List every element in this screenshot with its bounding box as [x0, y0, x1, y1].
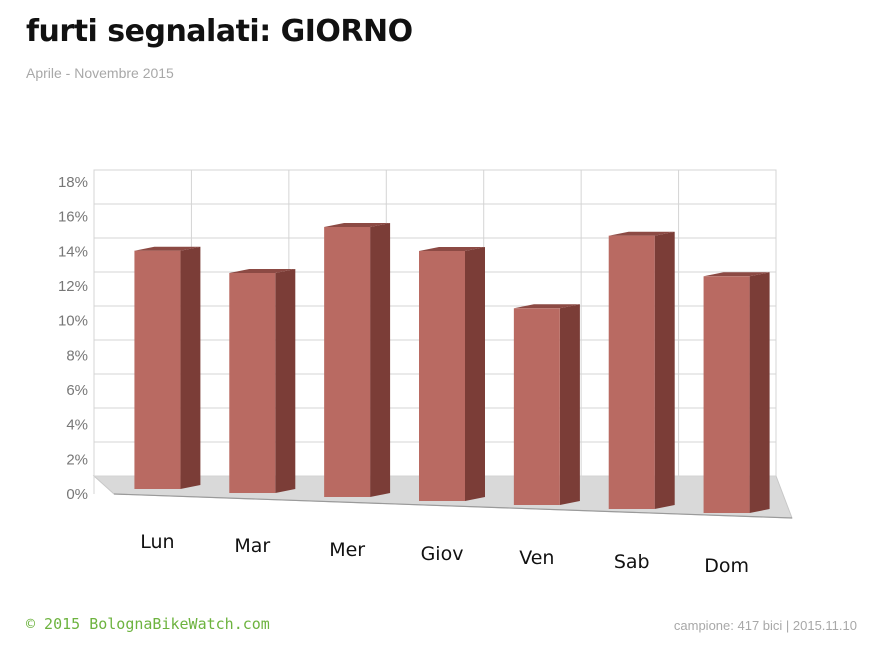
bar-side-face — [559, 304, 580, 505]
footer-sample-info: campione: 417 bici | 2015.11.10 — [673, 618, 857, 633]
y-axis-tick-labels: 0% 2% 4% 6% 8% 10% 12% 14% 16% 18% — [58, 174, 88, 503]
bar-giov — [419, 247, 485, 501]
bar-top-face — [703, 272, 770, 277]
x-tick-label: Ven — [519, 547, 554, 569]
bar-side-face — [654, 231, 675, 509]
x-tick-label: Mer — [329, 539, 365, 561]
chart-bars — [134, 223, 770, 513]
bar-top-face — [229, 269, 296, 273]
y-tick-label: 14% — [58, 243, 88, 260]
y-tick-label: 8% — [66, 347, 88, 364]
y-tick-label: 10% — [58, 313, 88, 330]
bar-side-face — [275, 269, 296, 493]
x-tick-label: Dom — [704, 555, 749, 577]
bar-ven — [513, 304, 580, 505]
bar-side-face — [370, 223, 391, 497]
bar-top-face — [134, 246, 201, 251]
bar-front-face — [419, 251, 465, 501]
bar-mar — [229, 269, 296, 493]
bar-front-face — [324, 227, 371, 497]
y-tick-label: 6% — [66, 382, 88, 399]
bar-chart-3d: 0% 2% 4% 6% 8% 10% 12% 14% 16% 18% Lun Mar Mer Giov V… — [58, 169, 793, 577]
x-tick-label: Lun — [140, 531, 174, 553]
bar-side-face — [180, 246, 201, 489]
y-tick-label: 2% — [66, 451, 88, 468]
x-tick-label: Giov — [421, 543, 464, 565]
bar-top-face — [324, 223, 391, 227]
chart-subtitle: Aprile - Novembre 2015 — [26, 65, 174, 81]
bar-front-face — [229, 273, 276, 493]
x-tick-label: Mar — [234, 535, 270, 557]
bar-front-face — [608, 235, 655, 509]
y-tick-label: 18% — [58, 174, 88, 191]
bar-lun — [134, 246, 201, 489]
y-tick-label: 12% — [58, 278, 88, 295]
bar-side-face — [465, 247, 485, 501]
bar-front-face — [134, 250, 181, 489]
bar-dom — [703, 272, 770, 513]
bar-front-face — [513, 308, 560, 505]
chart-title: furti segnalati: GIORNO — [26, 14, 413, 49]
y-tick-label: 16% — [58, 209, 88, 226]
bar-sab — [608, 231, 675, 509]
footer-credit: © 2015 BolognaBikeWatch.com — [26, 615, 270, 633]
x-axis-category-labels: Lun Mar Mer Giov Ven Sab Dom — [140, 531, 749, 577]
y-tick-label: 0% — [66, 486, 88, 503]
bar-front-face — [703, 276, 750, 513]
bar-side-face — [749, 272, 770, 513]
x-tick-label: Sab — [614, 551, 650, 573]
bar-mer — [324, 223, 391, 497]
bar-top-face — [608, 231, 675, 236]
bar-top-face — [419, 247, 485, 251]
bar-top-face — [513, 304, 580, 309]
y-tick-label: 4% — [66, 417, 88, 434]
x-axis-line — [113, 493, 793, 519]
